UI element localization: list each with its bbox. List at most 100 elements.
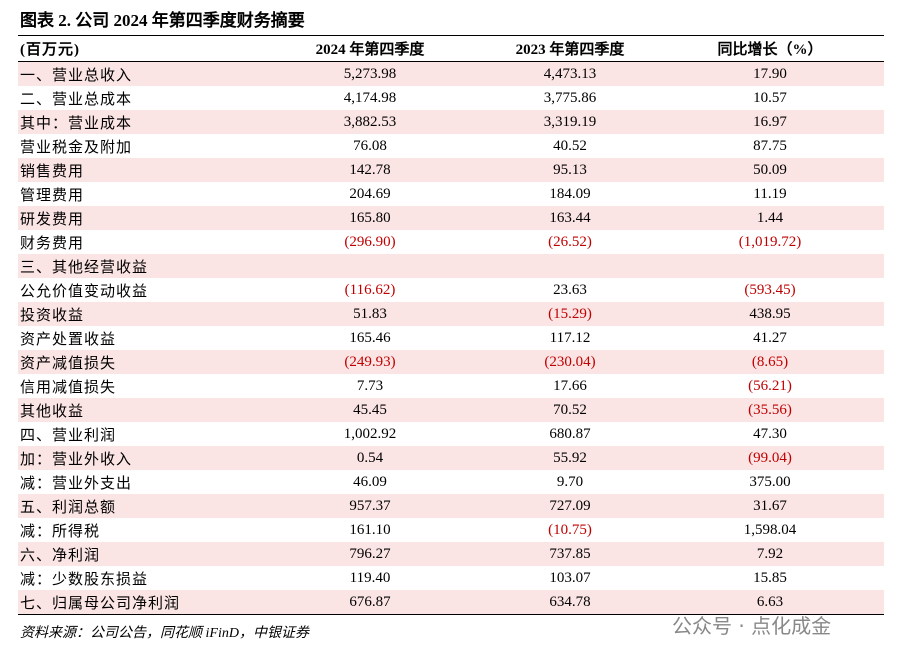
cell: 204.69: [349, 185, 391, 202]
row-label: 一、营业总收入: [20, 67, 133, 84]
cell: (35.56): [748, 401, 792, 418]
cell: 163.44: [549, 209, 591, 226]
cell: 7.92: [756, 545, 784, 562]
row-label: 资产处置收益: [20, 331, 117, 348]
cell: 5,273.98: [343, 65, 397, 82]
row-label: 研发费用: [20, 211, 85, 228]
cell: 375.00: [749, 473, 791, 490]
cell: 6.63: [756, 593, 784, 610]
table-row: 研发费用 165.80 163.44 1.44: [18, 206, 884, 230]
row-label: 财务费用: [20, 235, 85, 252]
row-label: 信用减值损失: [20, 379, 117, 396]
table-row: 公允价值变动收益 (116.62) 23.63 (593.45): [18, 278, 884, 302]
header-cell: (百万元): [20, 42, 80, 58]
cell: 117.12: [549, 329, 591, 346]
table-row: 减：少数股东损益 119.40 103.07 15.85: [18, 566, 884, 590]
cell: 46.09: [353, 473, 387, 490]
cell: 1,002.92: [343, 425, 397, 442]
cell: 41.27: [753, 329, 787, 346]
table-row: 减：营业外支出 46.09 9.70 375.00: [18, 470, 884, 494]
cell: 16.97: [753, 113, 787, 130]
table-row: 七、归属母公司净利润 676.87 634.78 6.63: [18, 590, 884, 614]
watermark: 公众号 · 点化成金: [672, 614, 832, 638]
cell: 796.27: [349, 545, 391, 562]
cell: (593.45): [744, 281, 796, 298]
cell: 95.13: [553, 161, 587, 178]
table: (百万元) 2024 年第四季度 2023 年第四季度 同比增长（%） 一、营业总收入…: [18, 35, 884, 615]
cell: 50.09: [753, 161, 787, 178]
row-label: 加：营业外收入: [20, 451, 133, 468]
row-label: 六、净利润: [20, 547, 101, 564]
row-label: 其他收益: [20, 403, 85, 420]
cell: (26.52): [548, 233, 592, 250]
cell: 634.78: [549, 593, 591, 610]
row-label: 减：少数股东损益: [20, 571, 149, 588]
cell: 45.45: [353, 401, 387, 418]
table-row: 加：营业外收入 0.54 55.92 (99.04): [18, 446, 884, 470]
cell: 23.63: [553, 281, 587, 298]
cell: 165.80: [349, 209, 391, 226]
row-label: 资产减值损失: [20, 355, 117, 372]
cell: 70.52: [553, 401, 587, 418]
cell: (230.04): [544, 353, 596, 370]
table-row: 三、其他经营收益: [18, 254, 884, 278]
table-row: 其中：营业成本 3,882.53 3,319.19 16.97: [18, 110, 884, 134]
cell: 1.44: [756, 209, 784, 226]
cell: (116.62): [344, 281, 396, 298]
table-row: 资产处置收益 165.46 117.12 41.27: [18, 326, 884, 350]
cell: 680.87: [549, 425, 591, 442]
cell: 47.30: [753, 425, 787, 442]
cell: 55.92: [553, 449, 587, 466]
cell: 4,174.98: [343, 89, 397, 106]
table-row: 二、营业总成本 4,174.98 3,775.86 10.57: [18, 86, 884, 110]
cell: 3,319.19: [543, 113, 597, 130]
cell: 7.73: [356, 377, 384, 394]
table-row: 一、营业总收入 5,273.98 4,473.13 17.90: [18, 62, 884, 86]
cell: 727.09: [549, 497, 591, 514]
row-label: 公允价值变动收益: [20, 283, 149, 300]
cell: 438.95: [749, 305, 791, 322]
cell: (1,019.72): [738, 233, 802, 250]
cell: 119.40: [349, 569, 391, 586]
cell: 17.90: [753, 65, 787, 82]
cell: 161.10: [349, 521, 391, 538]
row-label: 二、营业总成本: [20, 91, 133, 108]
table-row: 信用减值损失 7.73 17.66 (56.21): [18, 374, 884, 398]
table-row: 资产减值损失 (249.93) (230.04) (8.65): [18, 350, 884, 374]
cell: 957.37: [349, 497, 391, 514]
row-label: 四、营业利润: [20, 427, 117, 444]
cell: 676.87: [349, 593, 391, 610]
table-row: 六、净利润 796.27 737.85 7.92: [18, 542, 884, 566]
cell: (99.04): [748, 449, 792, 466]
table-row: 营业税金及附加 76.08 40.52 87.75: [18, 134, 884, 158]
cell: (15.29): [548, 305, 592, 322]
source-note: 资料来源：公司公告，同花顺 iFinD，中银证券: [20, 626, 309, 641]
cell: (56.21): [748, 377, 792, 394]
cell: 76.08: [353, 137, 387, 154]
row-label: 销售费用: [20, 163, 85, 180]
cell: 103.07: [549, 569, 591, 586]
cell: 10.57: [753, 89, 787, 106]
cell: 737.85: [549, 545, 591, 562]
cell: (296.90): [344, 233, 396, 250]
table-row: 财务费用 (296.90) (26.52) (1,019.72): [18, 230, 884, 254]
cell: 1,598.04: [743, 521, 797, 538]
cell: 184.09: [549, 185, 591, 202]
table-row: 其他收益 45.45 70.52 (35.56): [18, 398, 884, 422]
cell: (249.93): [344, 353, 396, 370]
cell: 0.54: [356, 449, 384, 466]
table-row: 四、营业利润 1,002.92 680.87 47.30: [18, 422, 884, 446]
table-row: 管理费用 204.69 184.09 11.19: [18, 182, 884, 206]
row-label: 三、其他经营收益: [20, 259, 149, 276]
cell: 17.66: [553, 377, 587, 394]
row-label: 五、利润总额: [20, 499, 117, 516]
table-row: 五、利润总额 957.37 727.09 31.67: [18, 494, 884, 518]
row-label: 七、归属母公司净利润: [20, 595, 181, 612]
cell: 9.70: [556, 473, 584, 490]
row-label: 投资收益: [20, 307, 85, 324]
cell: 142.78: [349, 161, 391, 178]
row-label: 其中：营业成本: [20, 115, 133, 132]
row-label: 营业税金及附加: [20, 139, 133, 156]
table-row: 减：所得税 161.10 (10.75) 1,598.04: [18, 518, 884, 542]
